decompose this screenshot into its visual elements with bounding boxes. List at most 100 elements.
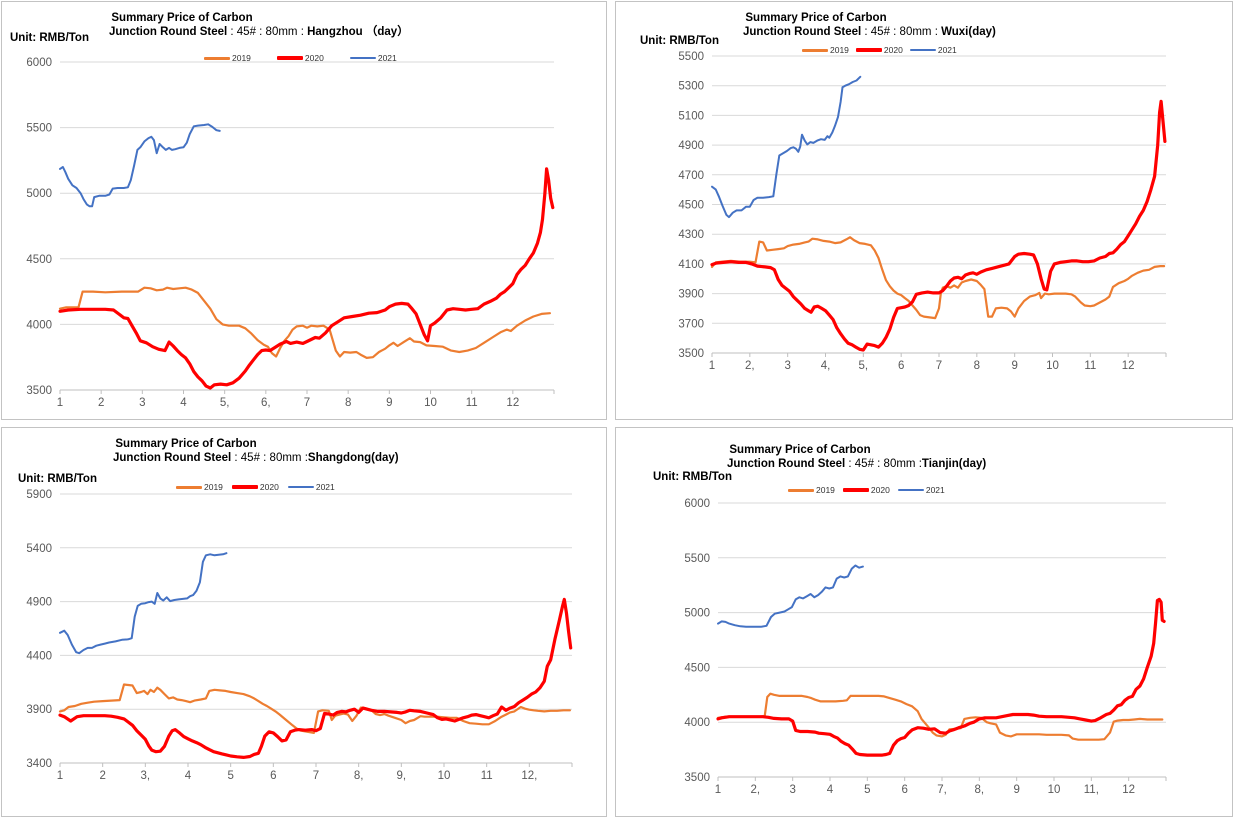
legend-item-2021: 2021 <box>287 482 335 492</box>
legend-swatch-2020 <box>842 488 869 492</box>
y-tick-label: 4500 <box>678 200 704 212</box>
x-tick-label: 11 <box>481 770 493 782</box>
legend-label: 2019 <box>232 53 251 63</box>
x-tick-label: 3, <box>141 770 151 782</box>
chart-panel-shangdong: Summary Price of Carbon Junction Round S… <box>1 427 607 817</box>
x-tick-label: 2, <box>751 784 761 796</box>
x-tick-label: 6 <box>270 770 276 782</box>
x-tick-label: 4, <box>821 360 831 372</box>
unit-label: Unit: RMB/Ton <box>10 32 89 44</box>
legend-item-2020: 2020 <box>276 53 324 63</box>
x-tick-label: 10 <box>424 397 437 409</box>
x-tick-label: 11, <box>1084 784 1099 796</box>
x-tick-label: 10 <box>438 770 451 782</box>
x-tick-label: 5, <box>859 360 869 372</box>
title-line2: Junction Round Steel : 45# : 80mm : Hang… <box>109 26 409 38</box>
y-tick-label: 3700 <box>678 318 704 330</box>
x-tick-label: 1 <box>57 397 63 409</box>
x-tick-label: 2 <box>98 397 104 409</box>
legend-swatch-2021 <box>909 48 936 52</box>
series-2019-line <box>710 236 1166 320</box>
x-tick-label: 7 <box>313 770 319 782</box>
x-tick-label: 12 <box>1122 360 1135 372</box>
y-tick-label: 4900 <box>678 140 704 152</box>
x-tick-label: 1 <box>57 770 63 782</box>
y-tick-label: 5900 <box>26 489 52 501</box>
legend-swatch-2021 <box>897 488 924 492</box>
y-tick-label: 5500 <box>678 51 704 63</box>
x-tick-label: 6 <box>898 360 904 372</box>
x-tick-label: 6, <box>261 397 271 409</box>
y-tick-label: 3500 <box>678 348 704 360</box>
legend-label: 2021 <box>315 482 335 492</box>
y-tick-label: 5300 <box>678 81 704 93</box>
title-line2: Junction Round Steel : 45# : 80mm :Shang… <box>113 452 399 464</box>
y-tick-label: 6000 <box>26 57 52 69</box>
series-2021-line <box>59 123 221 208</box>
plot-area-tianjin: 6000 5500 5000 4500 4000 3500 1 2, 3 4 5 6 7, 8, 9 10 11… <box>684 498 1167 796</box>
y-tick-label: 4300 <box>678 229 704 241</box>
y-tick-label: 5000 <box>26 188 52 200</box>
legend-label: 2021 <box>377 53 397 63</box>
x-tick-label: 12 <box>1122 784 1135 796</box>
title-line2: Junction Round Steel : 45# : 80mm :Tianj… <box>727 458 987 470</box>
legend-item-2021: 2021 <box>897 485 945 495</box>
series-2020-line <box>58 167 555 390</box>
series-2020-line <box>58 597 573 759</box>
y-tick-label: 6000 <box>684 498 710 510</box>
y-tick-label: 4500 <box>26 254 52 266</box>
unit-label: Unit: RMB/Ton <box>18 473 97 485</box>
x-tick-label: 5 <box>227 770 233 782</box>
legend-swatch-2021 <box>349 56 376 60</box>
x-tick-label: 4 <box>180 397 187 409</box>
title-line1: Summary Price of Carbon <box>745 12 887 24</box>
x-tick-label: 9, <box>397 770 407 782</box>
legend-swatch-2019 <box>176 485 202 489</box>
x-tick-label: 5 <box>864 784 870 796</box>
legend-label: 2021 <box>937 45 957 55</box>
x-tick-label: 8, <box>975 784 985 796</box>
legend: 2019 2020 2021 <box>176 482 335 492</box>
x-tick-label: 7 <box>936 360 942 372</box>
chart-panel-wuxi: Summary Price of Carbon Junction Round S… <box>615 1 1233 420</box>
x-tick-label: 11 <box>1084 360 1096 372</box>
series-2019-line <box>58 683 572 734</box>
legend: 2019 2020 2021 <box>204 53 397 63</box>
title-line2: Junction Round Steel : 45# : 80mm : Wuxi… <box>743 26 996 38</box>
chart-panel-hangzhou: Summary Price of Carbon Junction Round S… <box>1 1 607 420</box>
x-tick-label: 3 <box>789 784 795 796</box>
series-2021-line <box>717 564 864 628</box>
legend-item-2021: 2021 <box>909 45 957 55</box>
legend-item-2020: 2020 <box>231 482 279 492</box>
legend-label: 2020 <box>883 45 903 55</box>
y-tick-label: 3500 <box>684 772 710 784</box>
x-tick-label: 2 <box>99 770 105 782</box>
x-tick-label: 9 <box>1013 784 1019 796</box>
legend: 2019 2020 2021 <box>788 485 945 495</box>
legend-item-2019: 2019 <box>802 45 849 55</box>
x-tick-label: 10 <box>1046 360 1059 372</box>
title-line1: Summary Price of Carbon <box>729 444 871 456</box>
legend-item-2019: 2019 <box>204 53 251 63</box>
x-tick-label: 8, <box>354 770 364 782</box>
series-2021-line <box>59 552 228 655</box>
series-2019-line <box>58 286 552 359</box>
series-2020-line <box>710 99 1167 352</box>
legend-swatch-2019 <box>802 48 828 52</box>
x-tick-label: 2, <box>745 360 755 372</box>
x-tick-label: 8 <box>974 360 980 372</box>
plot-area-shangdong: 5900 5400 4900 4400 3900 3400 1 2 3, 4 5 6 7 8, 9, 10 11… <box>26 489 573 782</box>
y-tick-label: 5100 <box>678 110 704 122</box>
legend-swatch-2020 <box>231 485 258 489</box>
y-tick-label: 4100 <box>678 259 704 271</box>
legend-label: 2019 <box>204 482 223 492</box>
x-tick-label: 12, <box>521 770 537 782</box>
legend-swatch-2021 <box>287 485 314 489</box>
y-tick-label: 5500 <box>684 553 710 565</box>
x-tick-label: 4 <box>185 770 192 782</box>
x-tick-label: 7, <box>937 784 947 796</box>
y-tick-label: 3900 <box>678 289 704 301</box>
x-tick-label: 5, <box>220 397 230 409</box>
